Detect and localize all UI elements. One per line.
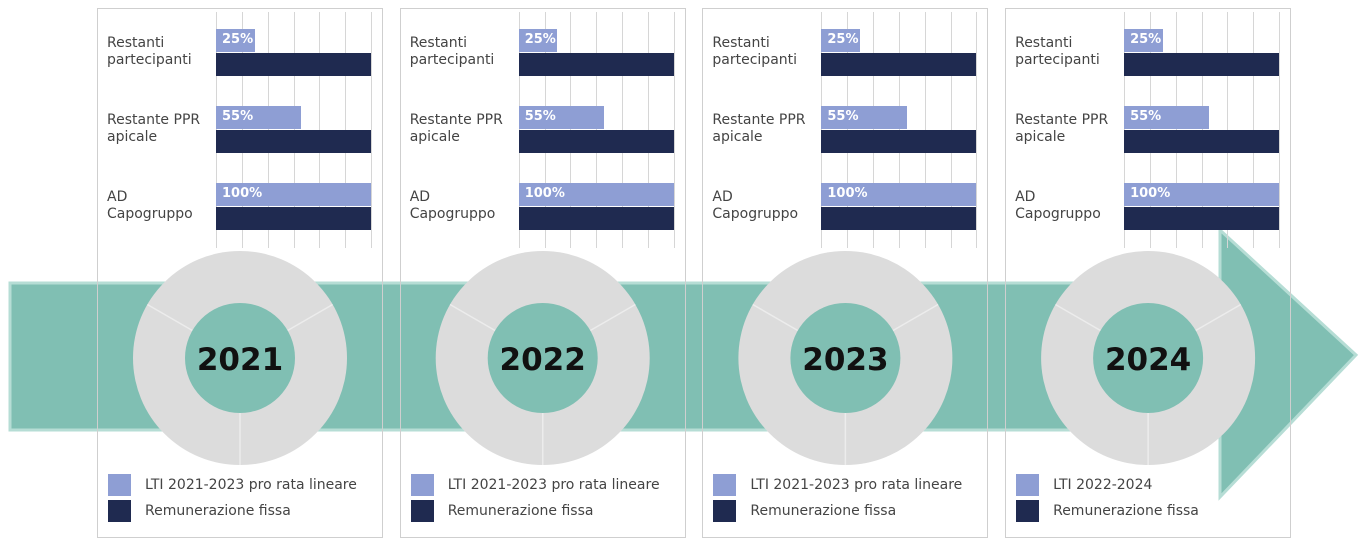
bar xyxy=(216,130,371,153)
legend-label: Remunerazione fissa xyxy=(1053,503,1199,519)
ring-divider xyxy=(752,303,799,332)
value-label: 100% xyxy=(827,186,868,201)
legend-label: LTI 2021-2023 pro rata lineare xyxy=(447,477,660,493)
infographic: 2021 2022 2023 2024 Restanti partecipanti 25… xyxy=(8,8,1359,538)
legend-swatch xyxy=(713,500,737,522)
ring-divider xyxy=(146,303,193,332)
grid-line xyxy=(673,12,675,248)
legend-label: Remunerazione fissa xyxy=(447,503,594,519)
value-label: 25% xyxy=(1130,32,1162,47)
category-label: Restante PPR apicale xyxy=(1015,112,1109,145)
year-core xyxy=(487,303,598,413)
bar xyxy=(821,207,977,230)
bar xyxy=(821,130,977,153)
bar xyxy=(518,207,674,230)
bar xyxy=(1124,183,1280,206)
year-panel xyxy=(1005,8,1292,538)
bar xyxy=(216,53,371,76)
bar xyxy=(1124,106,1210,129)
ring-divider xyxy=(589,303,636,332)
legend-swatch xyxy=(713,474,737,496)
year-label: 2023 xyxy=(802,342,888,378)
year-panel xyxy=(97,8,383,538)
bar xyxy=(216,207,371,230)
grid-line xyxy=(976,12,978,248)
bar xyxy=(216,106,302,129)
category-label: Restanti partecipanti xyxy=(712,35,798,68)
category-label: AD Capogruppo xyxy=(712,189,799,222)
value-label: 100% xyxy=(1130,186,1171,201)
bar xyxy=(518,29,558,52)
bar xyxy=(216,29,255,52)
legend-swatch xyxy=(410,474,434,496)
legend-label: Remunerazione fissa xyxy=(750,503,897,519)
bar xyxy=(518,106,604,129)
bar xyxy=(1124,53,1280,76)
category-label: Restante PPR apicale xyxy=(712,112,806,145)
grid-line xyxy=(371,12,372,248)
value-label: 55% xyxy=(1130,109,1162,124)
legend-label: Remunerazione fissa xyxy=(145,503,291,519)
year-core xyxy=(1093,303,1204,413)
legend-swatch xyxy=(1016,474,1040,496)
bar xyxy=(518,130,674,153)
legend-label: LTI 2022-2024 xyxy=(1053,477,1153,493)
year-core xyxy=(790,303,901,413)
ring-divider xyxy=(287,303,334,332)
category-label: AD Capogruppo xyxy=(1015,189,1101,222)
value-label: 25% xyxy=(524,32,556,47)
bar xyxy=(216,183,371,206)
legend-swatch xyxy=(108,474,131,496)
grid-line xyxy=(1279,12,1281,248)
category-label: Restante PPR apicale xyxy=(107,112,201,145)
bar xyxy=(1124,207,1280,230)
value-label: 25% xyxy=(222,32,254,47)
legend-swatch xyxy=(410,500,434,522)
value-label: 25% xyxy=(827,32,859,47)
category-label: Restanti partecipanti xyxy=(1015,35,1100,68)
bar xyxy=(1124,29,1163,52)
category-label: AD Capogruppo xyxy=(107,189,193,222)
value-label: 100% xyxy=(222,186,263,201)
value-label: 100% xyxy=(524,186,565,201)
bar xyxy=(518,183,674,206)
year-label: 2021 xyxy=(197,342,283,378)
legend-label: LTI 2021-2023 pro rata lineare xyxy=(750,477,963,493)
bar xyxy=(821,183,977,206)
ring-divider xyxy=(1195,303,1242,332)
bar xyxy=(1124,130,1280,153)
bar xyxy=(821,29,861,52)
bar xyxy=(518,53,674,76)
ring-divider xyxy=(449,303,496,332)
year-panel xyxy=(399,8,686,538)
legend-swatch xyxy=(108,500,131,522)
category-label: Restante PPR apicale xyxy=(409,112,503,145)
bar xyxy=(821,53,977,76)
value-label: 55% xyxy=(222,109,254,124)
value-label: 55% xyxy=(827,109,859,124)
category-label: Restanti partecipanti xyxy=(409,35,495,68)
year-panel xyxy=(702,8,989,538)
timeline-graphics: 2021 2022 2023 2024 xyxy=(8,226,1359,501)
bar xyxy=(821,106,907,129)
category-label: Restanti partecipanti xyxy=(107,35,192,68)
value-label: 55% xyxy=(524,109,556,124)
year-core xyxy=(185,303,295,413)
legend-swatch xyxy=(1016,500,1040,522)
year-label: 2022 xyxy=(500,342,586,378)
ring-divider xyxy=(1055,303,1101,332)
year-label: 2024 xyxy=(1105,342,1191,378)
category-label: AD Capogruppo xyxy=(409,189,496,222)
legend-label: LTI 2021-2023 pro rata lineare xyxy=(145,477,357,493)
ring-divider xyxy=(892,303,939,332)
